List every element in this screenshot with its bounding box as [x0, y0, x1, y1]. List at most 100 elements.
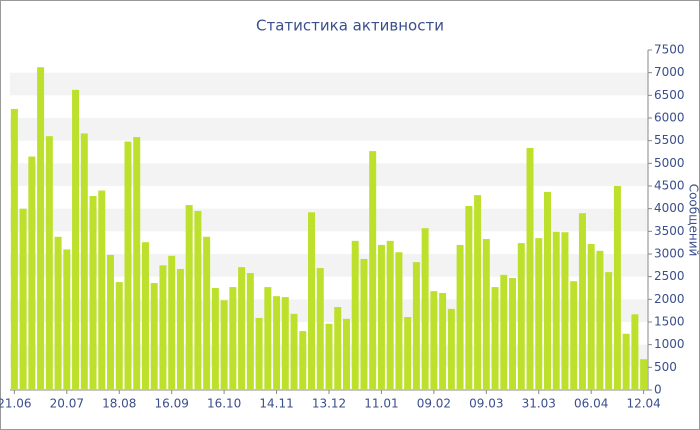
bar	[482, 239, 490, 390]
bar	[535, 238, 543, 390]
bar	[421, 228, 429, 390]
x-tick-label: 06.04	[574, 397, 608, 411]
bar	[439, 292, 447, 390]
bar	[89, 195, 97, 390]
bar	[404, 317, 412, 390]
bar	[395, 252, 403, 390]
bar	[517, 243, 525, 390]
y-tick-label: 2500	[654, 269, 685, 283]
bar	[107, 254, 115, 390]
bar	[19, 208, 27, 390]
bar	[509, 278, 517, 390]
grid-band	[10, 118, 648, 141]
bar	[80, 133, 88, 390]
bar	[360, 258, 368, 390]
y-tick-label: 500	[654, 360, 677, 374]
bar	[552, 231, 560, 390]
bar	[631, 314, 639, 390]
x-tick-label: 31.03	[522, 397, 556, 411]
bar	[456, 244, 464, 390]
bar	[430, 291, 438, 390]
y-axis-label: Сообщений	[687, 184, 700, 257]
bar	[308, 212, 316, 390]
bar	[299, 331, 307, 390]
bar	[342, 318, 350, 390]
y-tick-label: 1000	[654, 337, 685, 351]
bar	[543, 191, 551, 390]
bar	[141, 242, 149, 390]
y-tick-label: 4500	[654, 179, 685, 193]
bar	[281, 297, 289, 390]
x-tick-label: 11.01	[364, 397, 398, 411]
x-tick-label: 16.09	[155, 397, 189, 411]
y-tick-label: 5500	[654, 133, 685, 147]
bar	[238, 267, 246, 390]
bar	[229, 287, 237, 390]
y-tick-label: 0	[654, 383, 662, 397]
bar	[465, 205, 473, 390]
bar	[10, 108, 18, 390]
x-tick-label: 09.03	[469, 397, 503, 411]
y-tick-label: 3500	[654, 224, 685, 238]
y-tick-label: 3000	[654, 247, 685, 261]
y-tick-label: 7500	[654, 43, 685, 57]
bar	[491, 287, 499, 390]
bar	[150, 283, 158, 390]
bar	[176, 268, 184, 390]
y-tick-label: 7000	[654, 65, 685, 79]
bar	[613, 186, 621, 390]
x-tick-label: 16.10	[207, 397, 241, 411]
bar	[290, 313, 298, 390]
grid-band	[10, 163, 648, 186]
x-tick-label: 20.07	[50, 397, 84, 411]
bar	[264, 287, 272, 390]
bar	[37, 67, 45, 390]
bar	[334, 307, 342, 390]
chart-title: Статистика активности	[256, 17, 444, 35]
bar	[474, 195, 482, 390]
bar	[316, 268, 324, 390]
bar	[578, 213, 586, 390]
bar	[124, 141, 132, 390]
bar	[185, 205, 193, 390]
y-tick-label: 1500	[654, 315, 685, 329]
bar	[325, 323, 333, 390]
bar	[526, 147, 534, 390]
x-tick-label: 21.06	[0, 397, 32, 411]
y-tick-label: 6500	[654, 88, 685, 102]
x-tick-label: 14.11	[259, 397, 293, 411]
bar	[63, 249, 71, 390]
bar	[255, 317, 263, 390]
bar	[640, 359, 648, 390]
bar	[133, 137, 141, 390]
bar	[203, 236, 211, 390]
bar	[412, 262, 420, 390]
grid-band	[10, 254, 648, 277]
y-tick-label: 6000	[654, 111, 685, 125]
bar	[570, 281, 578, 390]
bar	[168, 255, 176, 390]
x-tick-label: 12.04	[626, 397, 660, 411]
bar	[98, 190, 106, 390]
bar	[54, 236, 62, 390]
bar	[159, 265, 167, 390]
bar	[115, 282, 123, 390]
bar	[72, 89, 80, 390]
y-tick-label: 4000	[654, 201, 685, 215]
y-tick-label: 5000	[654, 156, 685, 170]
bar	[369, 151, 377, 390]
bar	[500, 274, 508, 390]
bar	[596, 250, 604, 390]
x-tick-label: 18.08	[102, 397, 136, 411]
bar	[622, 333, 630, 390]
bar	[45, 136, 53, 390]
bar	[386, 240, 394, 390]
bar	[211, 288, 219, 390]
bar	[605, 272, 613, 390]
grid-band	[10, 299, 648, 322]
x-tick-label: 09.02	[417, 397, 451, 411]
bar	[351, 240, 359, 390]
grid-band	[10, 208, 648, 232]
bar	[194, 210, 202, 390]
